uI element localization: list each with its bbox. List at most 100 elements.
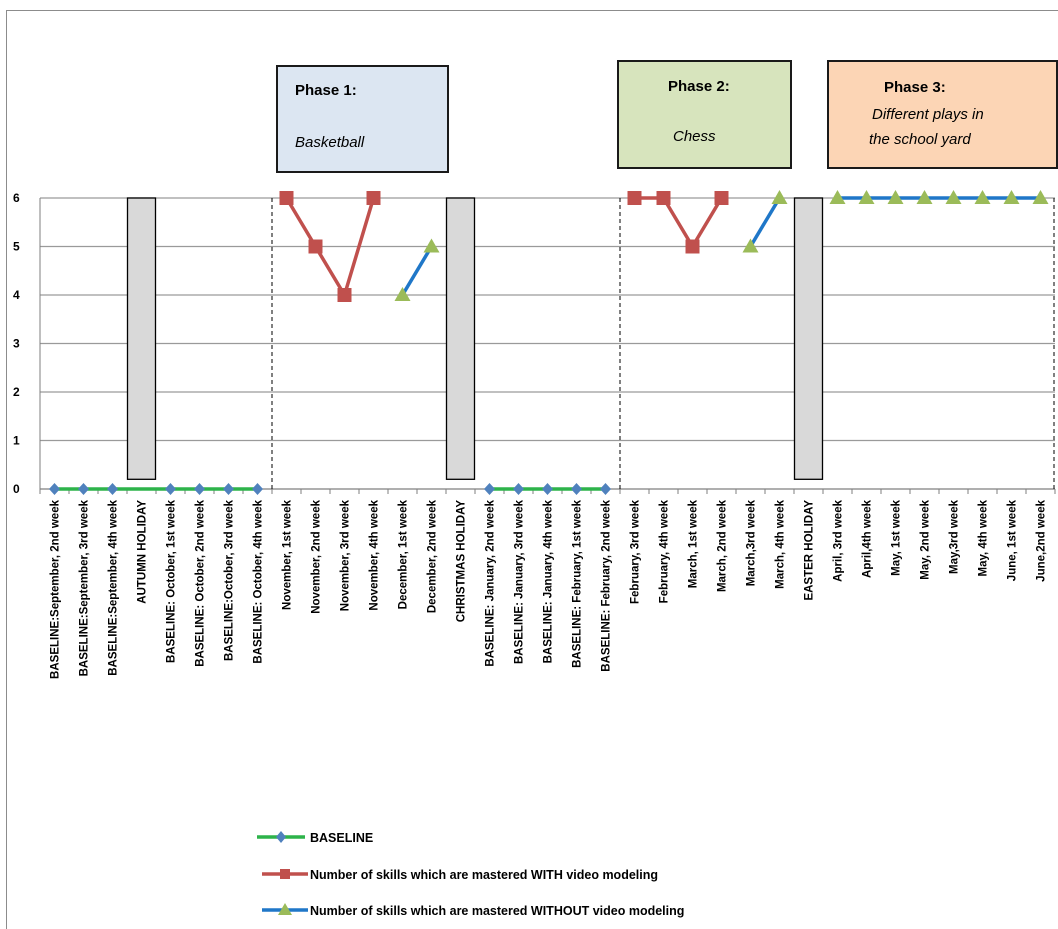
y-tick-label: 5 [13, 240, 20, 254]
x-tick-label: June, 1st week [1007, 499, 1019, 581]
data-point-diamond [513, 483, 524, 495]
x-tick-label: BASELINE: October, 4th week [253, 499, 265, 663]
y-tick-label: 4 [13, 288, 20, 302]
data-point-diamond [194, 483, 205, 495]
holiday-bars [126, 197, 824, 480]
data-point-triangle [394, 287, 411, 301]
holiday-bar [126, 197, 157, 480]
y-tick-label: 2 [13, 385, 20, 399]
x-tick-label: November, 3rd week [340, 499, 352, 611]
phase-2-title: Phase 2: [668, 78, 730, 95]
data-point-square [656, 191, 671, 205]
legend-item-baseline: BASELINE [257, 831, 373, 845]
data-point-diamond [49, 483, 60, 495]
phase-2-subtitle: Chess [673, 128, 716, 145]
x-tick-label: BASELINE: January, 4th week [543, 499, 555, 663]
data-point-triangle [829, 190, 846, 204]
legend-label-baseline: BASELINE [310, 831, 373, 845]
x-tick-label: December, 2nd week [427, 499, 439, 613]
legend-item-without-video: Number of skills which are mastered WITH… [262, 903, 684, 918]
data-point-diamond [252, 483, 263, 495]
x-tick-label: March, 1st week [688, 499, 700, 588]
phase-1-box: Phase 1: Basketball [276, 65, 449, 173]
phase-2-background [617, 60, 792, 169]
data-point-triangle [1003, 190, 1020, 204]
data-point-triangle [771, 190, 788, 204]
data-point-square [714, 191, 729, 205]
phase-1-background [276, 65, 449, 173]
series-line-1 [284, 197, 376, 297]
data-point-diamond [542, 483, 553, 495]
x-tick-label: BASELINE: January, 3rd week [514, 499, 526, 664]
legend-marker-diamond [276, 831, 286, 843]
phase-3-subtitle-line2: the school yard [869, 131, 971, 148]
x-tick-label: BASELINE:September, 3rd week [79, 499, 91, 676]
holiday-bar [445, 197, 476, 480]
data-point-square [279, 191, 294, 205]
chart-frame [6, 10, 1058, 929]
phase-2-box: Phase 2: Chess [617, 60, 792, 169]
phase-3-title: Phase 3: [884, 79, 946, 96]
x-tick-label: March,3rd week [746, 499, 758, 586]
data-point-triangle [742, 238, 759, 253]
legend-label-with-video: Number of skills which are mastered WITH… [310, 868, 658, 882]
x-tick-label: May, 2nd week [920, 499, 932, 579]
data-point-diamond [78, 483, 89, 495]
data-point-diamond [571, 483, 582, 495]
x-tick-label: BASELINE: February, 1st week [572, 499, 584, 667]
y-tick-label: 6 [13, 191, 20, 205]
x-tick-label: February, 3rd week [630, 499, 642, 604]
data-point-square [366, 191, 381, 205]
legend-label-without-video: Number of skills which are mastered WITH… [310, 904, 684, 918]
phase-1-title: Phase 1: [295, 82, 357, 99]
legend-marker-square [280, 869, 290, 879]
phase-1-subtitle: Basketball [295, 134, 365, 151]
x-tick-label: April, 3rd week [833, 499, 845, 581]
data-point-square [337, 288, 352, 302]
x-tick-label: March, 2nd week [717, 499, 729, 592]
x-axis-ticks: BASELINE:September, 2nd week BASELINE:Sep… [50, 499, 1048, 679]
x-tick-label: BASELINE:October, 3rd week [224, 499, 236, 661]
data-point-diamond [165, 483, 176, 495]
x-tick-label: EASTER HOLIDAY [804, 500, 816, 601]
x-tick-label: BASELINE: January, 2nd week [485, 499, 497, 666]
x-tick-label: BASELINE: October, 1st week [166, 499, 178, 663]
series-markers [49, 190, 1049, 495]
data-point-square [308, 239, 323, 254]
x-tick-label: AUTUMN HOLIDAY [137, 500, 149, 604]
legend: BASELINE Number of skills which are mast… [257, 831, 684, 918]
data-point-triangle [858, 190, 875, 204]
x-tick-label: February, 4th week [659, 499, 671, 603]
x-tick-label: May,3rd week [949, 499, 961, 574]
data-point-square [627, 191, 642, 205]
series-line-1 [634, 196, 724, 249]
series-line-2 [400, 245, 434, 296]
data-point-triangle [945, 190, 962, 204]
y-tick-label: 1 [13, 434, 20, 448]
data-point-triangle [916, 190, 933, 204]
x-tick-label: CHRISTMAS HOLIDAY [456, 500, 468, 623]
gridlines [39, 197, 1056, 494]
data-point-square [685, 239, 700, 254]
x-tick-label: May, 1st week [891, 499, 903, 575]
data-point-triangle [887, 190, 904, 204]
data-point-triangle [974, 190, 991, 204]
data-point-diamond [600, 483, 611, 495]
x-tick-label: BASELINE: October, 2nd week [195, 499, 207, 666]
x-tick-label: April,4th week [862, 499, 874, 578]
x-tick-label: June,2nd week [1036, 499, 1048, 581]
data-point-triangle [1032, 190, 1049, 204]
phase-3-box: Phase 3: Different plays in the school y… [827, 60, 1058, 169]
y-axis-ticks: 0 1 2 3 4 5 6 [13, 191, 20, 496]
legend-marker-triangle [278, 903, 292, 915]
holiday-bar [793, 197, 824, 480]
x-tick-label: March, 4th week [775, 499, 787, 588]
x-tick-label: November, 4th week [369, 499, 381, 610]
x-tick-label: November, 2nd week [311, 499, 323, 613]
phase-3-subtitle-line1: Different plays in [872, 106, 984, 123]
x-tick-label: BASELINE:September, 2nd week [50, 499, 62, 679]
y-tick-label: 0 [13, 482, 20, 496]
data-point-diamond [107, 483, 118, 495]
data-point-triangle [423, 238, 440, 253]
